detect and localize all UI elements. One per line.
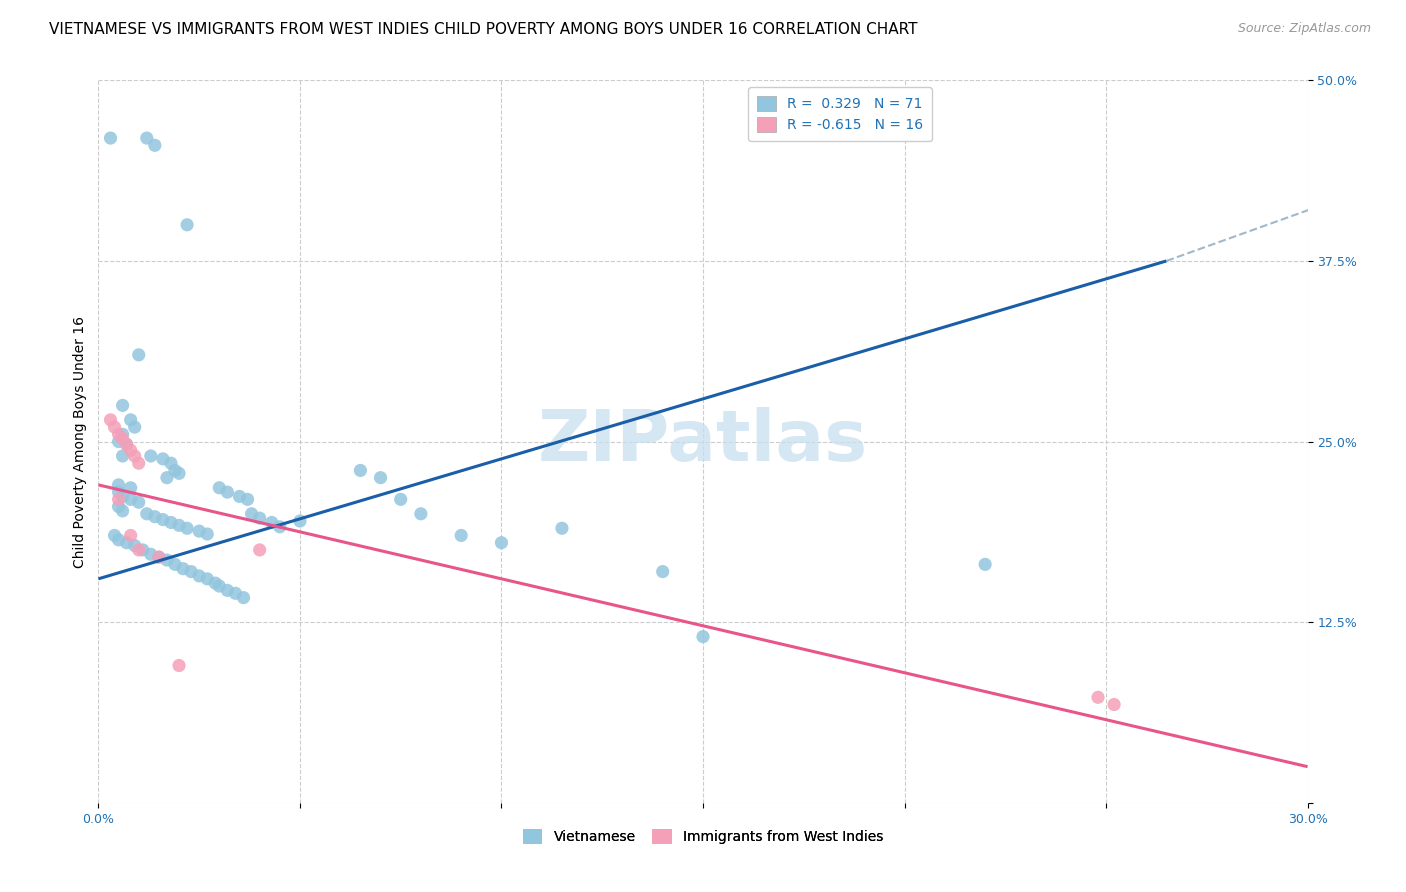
Point bbox=[120, 413, 142, 427]
Point bbox=[156, 470, 179, 484]
Point bbox=[111, 432, 134, 446]
Point bbox=[176, 521, 198, 535]
Point bbox=[124, 539, 146, 553]
Point bbox=[163, 558, 186, 572]
Point bbox=[128, 495, 150, 509]
Point bbox=[389, 492, 412, 507]
Point bbox=[208, 579, 231, 593]
Point bbox=[204, 576, 226, 591]
Point bbox=[163, 463, 186, 477]
Point bbox=[409, 507, 432, 521]
Point bbox=[260, 516, 283, 530]
Point bbox=[111, 427, 134, 442]
Point bbox=[107, 492, 129, 507]
Point bbox=[167, 467, 190, 481]
Point bbox=[103, 420, 125, 434]
Point bbox=[195, 572, 218, 586]
Point bbox=[551, 521, 574, 535]
Point bbox=[208, 481, 231, 495]
Point bbox=[120, 528, 142, 542]
Text: VIETNAMESE VS IMMIGRANTS FROM WEST INDIES CHILD POVERTY AMONG BOYS UNDER 16 CORR: VIETNAMESE VS IMMIGRANTS FROM WEST INDIE… bbox=[49, 22, 918, 37]
Point bbox=[349, 463, 371, 477]
Point bbox=[1087, 690, 1109, 705]
Point bbox=[156, 553, 179, 567]
Point bbox=[111, 398, 134, 412]
Point bbox=[132, 542, 155, 557]
Point bbox=[124, 420, 146, 434]
Point bbox=[143, 138, 166, 153]
Point bbox=[232, 591, 254, 605]
Point bbox=[107, 427, 129, 442]
Point bbox=[120, 492, 142, 507]
Point bbox=[148, 550, 170, 565]
Legend: Vietnamese, Immigrants from West Indies: Vietnamese, Immigrants from West Indies bbox=[517, 823, 889, 850]
Point bbox=[1102, 698, 1125, 712]
Point bbox=[172, 562, 194, 576]
Point bbox=[188, 524, 211, 538]
Point bbox=[152, 451, 174, 466]
Point bbox=[160, 456, 183, 470]
Point bbox=[100, 413, 122, 427]
Point bbox=[370, 470, 392, 484]
Text: ZIPatlas: ZIPatlas bbox=[538, 407, 868, 476]
Y-axis label: Child Poverty Among Boys Under 16: Child Poverty Among Boys Under 16 bbox=[73, 316, 87, 567]
Point bbox=[128, 348, 150, 362]
Point bbox=[135, 131, 157, 145]
Point bbox=[111, 504, 134, 518]
Point bbox=[249, 542, 271, 557]
Point bbox=[111, 449, 134, 463]
Point bbox=[135, 507, 157, 521]
Text: Source: ZipAtlas.com: Source: ZipAtlas.com bbox=[1237, 22, 1371, 36]
Point bbox=[111, 490, 134, 504]
Point bbox=[100, 131, 122, 145]
Point bbox=[195, 527, 218, 541]
Point bbox=[491, 535, 513, 549]
Point bbox=[107, 500, 129, 514]
Point bbox=[236, 492, 259, 507]
Point bbox=[692, 630, 714, 644]
Point bbox=[249, 511, 271, 525]
Point bbox=[450, 528, 472, 542]
Point bbox=[115, 535, 138, 549]
Point bbox=[974, 558, 997, 572]
Point bbox=[269, 520, 291, 534]
Point bbox=[107, 485, 129, 500]
Point bbox=[128, 542, 150, 557]
Point bbox=[167, 518, 190, 533]
Point bbox=[152, 512, 174, 526]
Point bbox=[143, 509, 166, 524]
Point bbox=[228, 490, 250, 504]
Point bbox=[148, 550, 170, 565]
Point bbox=[288, 514, 311, 528]
Point bbox=[160, 516, 183, 530]
Point bbox=[120, 481, 142, 495]
Point bbox=[120, 443, 142, 458]
Point bbox=[107, 533, 129, 547]
Point bbox=[107, 434, 129, 449]
Point bbox=[124, 449, 146, 463]
Point bbox=[240, 507, 263, 521]
Point bbox=[176, 218, 198, 232]
Point bbox=[217, 583, 239, 598]
Point bbox=[224, 586, 246, 600]
Point bbox=[651, 565, 673, 579]
Point bbox=[180, 565, 202, 579]
Point bbox=[139, 547, 162, 561]
Point bbox=[107, 478, 129, 492]
Point bbox=[115, 437, 138, 451]
Point bbox=[115, 437, 138, 451]
Point bbox=[139, 449, 162, 463]
Point bbox=[188, 569, 211, 583]
Point bbox=[128, 456, 150, 470]
Point bbox=[217, 485, 239, 500]
Point bbox=[103, 528, 125, 542]
Point bbox=[167, 658, 190, 673]
